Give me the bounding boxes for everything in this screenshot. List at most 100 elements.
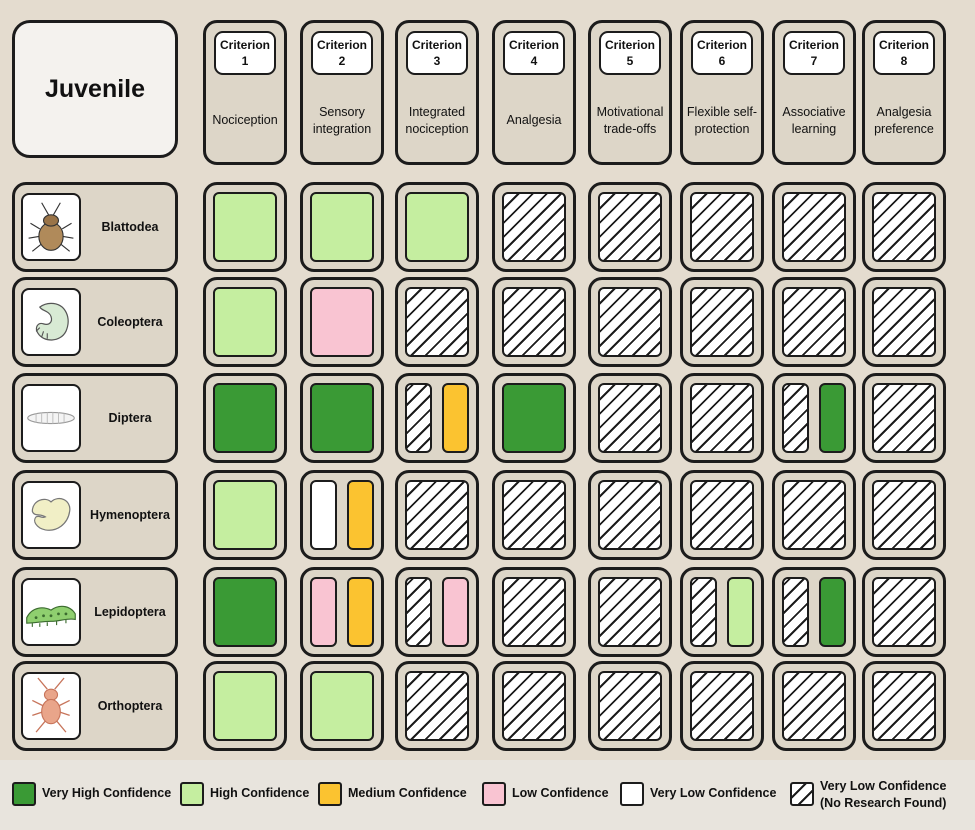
confidence-cell (492, 661, 576, 751)
criterion-label: Criterion (219, 38, 270, 52)
confidence-square (782, 480, 846, 550)
confidence-half (310, 480, 337, 550)
confidence-half (819, 383, 846, 453)
confidence-square (598, 480, 662, 550)
confidence-cell (492, 470, 576, 560)
criterion-number: 6 (718, 54, 726, 68)
criterion-header: Criterion 8 Analgesia preference (862, 20, 946, 165)
criterion-tab: Criterion 6 (691, 31, 753, 75)
confidence-square (213, 671, 277, 741)
confidence-cell (862, 182, 946, 272)
order-name: Diptera (108, 411, 152, 425)
confidence-square (405, 287, 469, 357)
criterion-label: Criterion (508, 38, 559, 52)
confidence-square (598, 192, 662, 262)
confidence-cell (680, 661, 764, 751)
confidence-half (442, 577, 469, 647)
confidence-half (405, 577, 432, 647)
criterion-header: Criterion 6 Flexible self-protection (680, 20, 764, 165)
legend-label-sub: (No Research Found) (820, 796, 947, 810)
cockroach-icon (21, 193, 81, 261)
confidence-square (310, 671, 374, 741)
confidence-cell (772, 277, 856, 367)
legend: Very High Confidence High Confidence Mediu… (0, 760, 975, 830)
confidence-half (690, 577, 717, 647)
criterion-name: Nociception (212, 113, 278, 127)
criterion-label: Criterion (788, 38, 839, 52)
confidence-square (872, 383, 936, 453)
confidence-square (310, 287, 374, 357)
confidence-half (442, 383, 469, 453)
confidence-cell (588, 373, 672, 463)
criterion-header: Criterion 4 Analgesia (492, 20, 576, 165)
confidence-cell (300, 373, 384, 463)
confidence-square (598, 287, 662, 357)
criterion-number: 1 (241, 54, 249, 68)
legend-label-main: Very Low Confidence (820, 779, 947, 793)
criterion-tab: Criterion 1 (214, 31, 276, 75)
criterion-number: 8 (900, 54, 908, 68)
confidence-cell (203, 661, 287, 751)
confidence-cell (588, 182, 672, 272)
confidence-cell (680, 182, 764, 272)
confidence-square (310, 383, 374, 453)
confidence-half (782, 577, 809, 647)
confidence-square (690, 671, 754, 741)
order-header: Diptera (12, 373, 178, 463)
confidence-square (690, 383, 754, 453)
confidence-cell (203, 182, 287, 272)
confidence-cell (492, 277, 576, 367)
legend-swatch (12, 782, 36, 806)
criterion-header: Criterion 5 Motivational trade-offs (588, 20, 672, 165)
confidence-cell (772, 182, 856, 272)
confidence-square (872, 192, 936, 262)
confidence-square (213, 577, 277, 647)
confidence-cell (492, 567, 576, 657)
criterion-name: Associative learning (782, 104, 846, 136)
confidence-cell (588, 277, 672, 367)
confidence-cell (395, 470, 479, 560)
confidence-square (782, 192, 846, 262)
confidence-cell (203, 373, 287, 463)
confidence-half (310, 577, 337, 647)
confidence-square (872, 287, 936, 357)
criterion-label: Criterion (604, 38, 655, 52)
criterion-number: 5 (626, 54, 634, 68)
criterion-tab: Criterion 8 (873, 31, 935, 75)
legend-label: Very Low Confidence (No Research Found) (820, 778, 946, 812)
beetle-grub-icon (21, 288, 81, 356)
confidence-cell (395, 661, 479, 751)
order-name: Blattodea (101, 220, 159, 234)
criterion-label: Criterion (878, 38, 929, 52)
order-name: Orthoptera (97, 699, 163, 713)
confidence-half (347, 577, 374, 647)
confidence-cell (772, 567, 856, 657)
confidence-cell (772, 470, 856, 560)
criterion-header: Criterion 1 Nociception (203, 20, 287, 165)
criterion-name: Motivational trade-offs (596, 104, 664, 136)
confidence-cell (680, 373, 764, 463)
criterion-number: 2 (338, 54, 346, 68)
criterion-tab: Criterion 5 (599, 31, 661, 75)
confidence-square (213, 480, 277, 550)
confidence-cell (862, 661, 946, 751)
confidence-cell (395, 277, 479, 367)
confidence-cell (300, 277, 384, 367)
confidence-cell (203, 470, 287, 560)
legend-swatch (482, 782, 506, 806)
confidence-square (310, 192, 374, 262)
maggot-icon (21, 384, 81, 452)
confidence-cell (588, 470, 672, 560)
criterion-number: 7 (810, 54, 818, 68)
confidence-square (598, 577, 662, 647)
criterion-tab: Criterion 4 (503, 31, 565, 75)
confidence-cell (680, 470, 764, 560)
confidence-square (598, 671, 662, 741)
confidence-half (347, 480, 374, 550)
confidence-square (782, 671, 846, 741)
legend-label: Low Confidence (512, 786, 609, 800)
confidence-cell (862, 567, 946, 657)
legend-swatch (790, 782, 814, 806)
criterion-name: Analgesia (506, 113, 562, 127)
confidence-cell (300, 661, 384, 751)
